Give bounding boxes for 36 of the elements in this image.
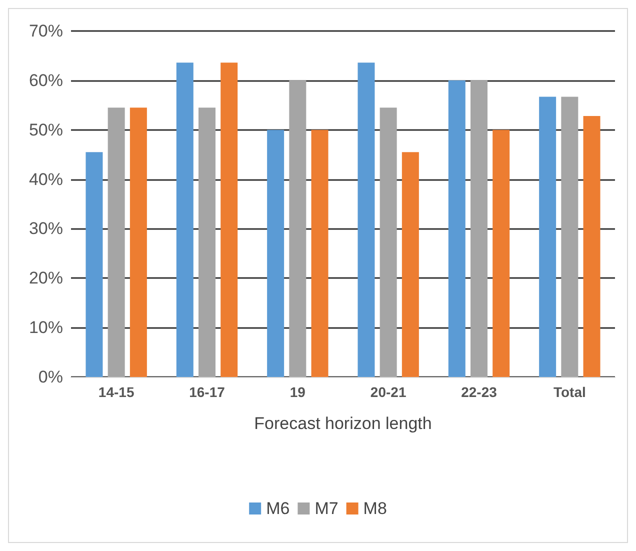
x-tick-label: 22-23 [461, 384, 498, 400]
bar [267, 130, 284, 377]
legend-label: M6 [266, 499, 290, 518]
bar [448, 80, 466, 377]
bar [358, 62, 375, 377]
x-tick-label: 14-15 [98, 384, 134, 400]
bar [492, 130, 510, 377]
x-tick-label: Total [553, 384, 586, 400]
y-tick-label: 30% [28, 219, 63, 238]
bar [289, 80, 306, 377]
y-tick-label: 50% [28, 120, 63, 140]
bar [198, 108, 216, 377]
bar [130, 108, 147, 377]
bar [470, 80, 488, 377]
bar [402, 152, 419, 377]
bar [108, 108, 125, 377]
y-tick-label: 60% [28, 70, 63, 90]
y-tick-label: 0% [38, 368, 63, 386]
x-tick-label: 20-21 [370, 384, 406, 400]
y-tick-label: 70% [28, 22, 63, 40]
bar [220, 62, 238, 377]
bar [176, 62, 194, 377]
bar [380, 108, 397, 377]
bar [561, 96, 578, 377]
bar [86, 152, 103, 377]
x-axis-title: Forecast horizon length [254, 414, 432, 433]
legend-label: M8 [363, 499, 387, 518]
bar [539, 96, 556, 377]
x-tick-label: 16-17 [189, 384, 226, 400]
legend-label: M7 [314, 499, 338, 518]
x-tick-label: 19 [290, 384, 306, 400]
bar [311, 130, 328, 377]
y-tick-label: 20% [28, 268, 63, 288]
bar [583, 116, 600, 377]
y-tick-label: 10% [28, 318, 63, 338]
y-tick-label: 40% [28, 170, 63, 189]
